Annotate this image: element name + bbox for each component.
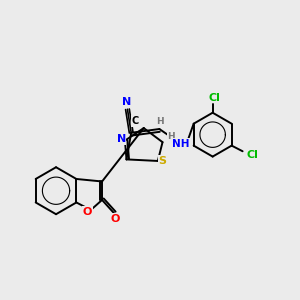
Text: S: S xyxy=(158,156,166,166)
Text: H: H xyxy=(156,117,164,126)
Text: N: N xyxy=(117,134,126,144)
Text: O: O xyxy=(83,207,92,217)
Text: Cl: Cl xyxy=(247,150,259,160)
Text: O: O xyxy=(111,214,120,224)
Text: Cl: Cl xyxy=(208,93,220,103)
Text: N: N xyxy=(122,98,131,107)
Text: C: C xyxy=(131,116,139,126)
Text: NH: NH xyxy=(172,139,189,149)
Text: H: H xyxy=(167,132,175,141)
